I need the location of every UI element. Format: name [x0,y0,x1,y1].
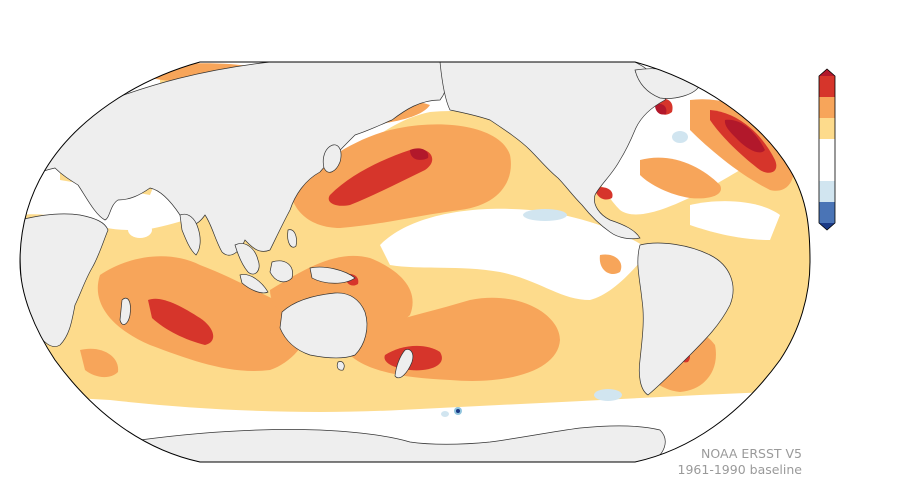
land-masses [20,62,734,462]
colorbar-segment [819,181,835,202]
land-japan [322,144,342,173]
colorbar-outline [818,68,836,231]
land-north-america [439,62,667,240]
colorbar-segment [819,76,835,97]
colorbar-segment [819,97,835,118]
land-india [179,213,201,256]
colorbar [818,68,836,231]
anomaly-strong-negative-region [454,407,462,415]
colorbar-extend-top [819,69,835,76]
land-indochina [234,243,260,275]
land-new-zealand [394,349,414,379]
land-borneo [269,260,293,283]
anomaly-negative-region [441,131,688,417]
colorbar-segment [819,139,835,160]
land-australia [279,292,368,359]
land-madagascar [119,297,131,325]
land-philippines [287,229,297,248]
land-new-guinea [309,266,356,284]
land-sumatra [239,274,269,294]
colorbar-segment [819,118,835,139]
colorbar-segment [819,202,835,223]
globe-border [19,61,811,463]
colorbar-extend-bottom [819,223,835,230]
data-source-label: NOAA ERSST V5 [701,446,802,461]
baseline-label: 1961-1990 baseline [677,462,802,477]
land-south-america [637,242,734,396]
colorbar-segment [819,160,835,181]
land-tasmania [336,361,345,371]
